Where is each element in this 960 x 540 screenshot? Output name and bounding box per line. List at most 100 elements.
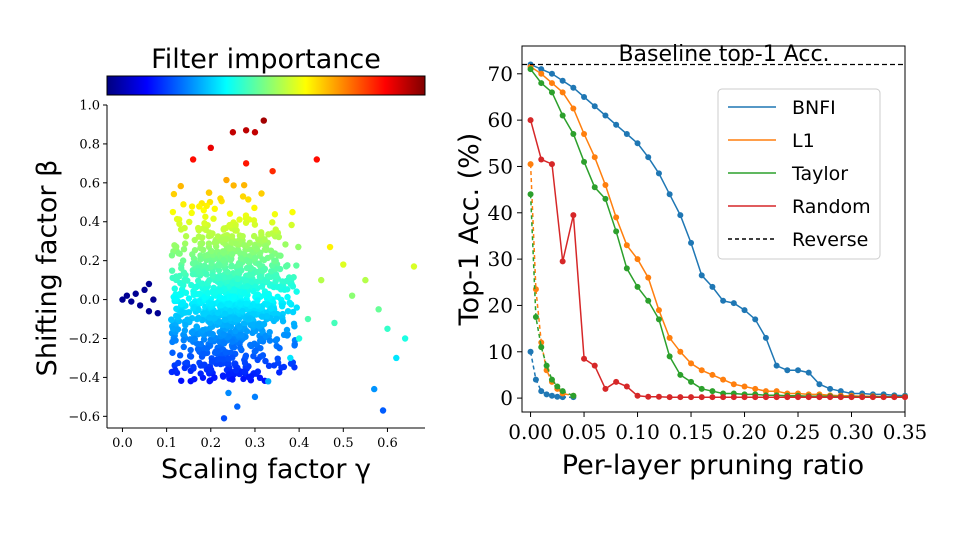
bnfi-point (602, 112, 609, 119)
bnfi-point (666, 191, 673, 198)
scatter-point (241, 359, 249, 367)
scatter-point (191, 375, 198, 383)
random-point (730, 394, 737, 401)
scatter-point (217, 195, 224, 202)
scatter-point (170, 190, 178, 198)
scatter-point (204, 251, 211, 259)
scatter-point (230, 287, 238, 294)
reverse-series-2-point (532, 314, 539, 321)
scatter-point (209, 272, 216, 279)
scatter-point (211, 205, 218, 213)
scatter-point (284, 286, 291, 293)
bnfi-point (709, 283, 716, 290)
random-point (837, 394, 844, 401)
random-point (827, 394, 834, 401)
scatter-point (244, 258, 252, 265)
scatter-point (223, 322, 231, 329)
l1-point (709, 371, 716, 378)
scatter-point (246, 239, 254, 247)
scatter-point (274, 355, 281, 362)
scatter-point (276, 369, 283, 376)
scatter-point (227, 315, 234, 322)
taylor-point (527, 66, 534, 73)
scatter-point (145, 280, 153, 288)
scatter-point (212, 348, 219, 355)
left-panel: Filter importance 0.0 0.1 0.2 0.3 0.4 0.5 0.6 … (32, 44, 426, 485)
scatter-point (274, 283, 282, 291)
scatter-point (194, 224, 202, 232)
random-point (570, 212, 577, 219)
scatter-point (229, 129, 237, 136)
scatter-point (237, 255, 245, 262)
scatter-point (182, 233, 190, 240)
scatter-point (181, 224, 188, 232)
y-tick-label: 0.4 (79, 215, 100, 230)
y-tick-label: −0.6 (68, 410, 100, 425)
scatter-point (136, 302, 144, 309)
x-tick-label: 0.2 (200, 436, 221, 451)
scatter-point (224, 268, 231, 276)
scatter-point (246, 265, 254, 273)
x-tick-label: 0.35 (883, 420, 928, 444)
random-point (634, 392, 641, 399)
scatter-point (269, 167, 276, 175)
scatter-point (241, 368, 249, 375)
y-tick-label: −0.4 (68, 371, 100, 386)
taylor-point (655, 316, 662, 323)
legend-label: L1 (792, 130, 815, 152)
scatter-point (243, 300, 250, 307)
scatter-point (221, 310, 229, 317)
legend-label: Taylor (791, 163, 848, 185)
scatter-point (234, 403, 241, 410)
l1-point (602, 181, 609, 188)
scatter-point (258, 190, 265, 197)
reverse-series-0-point (532, 376, 539, 383)
scatter-point (232, 227, 239, 234)
scatter-point (236, 323, 243, 331)
scatter-point (265, 362, 273, 370)
scatter-point (220, 249, 227, 256)
scatter-point (220, 295, 227, 302)
scatter-point (180, 337, 187, 344)
x-tick-label: 0.25 (776, 420, 821, 444)
scatter-point (211, 314, 219, 322)
scatter-point (304, 315, 312, 323)
scatter-point (278, 303, 286, 310)
scatter-point (220, 225, 228, 232)
y-tick-label: 0.6 (79, 176, 100, 191)
scatter-point (230, 293, 238, 301)
scatter-point (263, 312, 270, 320)
scatter-point (237, 301, 244, 308)
legend-items: BNFI L1 Taylor Random Reverse (728, 97, 871, 251)
scatter-point (313, 156, 320, 163)
x-ticks: 0.0 0.1 0.2 0.3 0.4 0.5 0.6 (112, 428, 398, 451)
scatter-point (220, 340, 228, 347)
scatter-point (267, 305, 275, 312)
scatter-point (242, 277, 250, 284)
bnfi-point (613, 121, 620, 128)
scatter-point (186, 218, 193, 226)
y-tick-label: 10 (488, 340, 513, 364)
scatter-point (220, 356, 227, 363)
scatter-point (176, 272, 183, 280)
x-tick-label: 0.5 (333, 436, 354, 451)
l1-point (613, 214, 620, 221)
scatter-point (229, 280, 236, 287)
scatter-point (234, 275, 241, 283)
scatter-point (141, 286, 148, 294)
scatter-point (239, 307, 246, 315)
random-point (762, 394, 769, 401)
scatter-point (282, 241, 289, 248)
scatter-point (228, 251, 236, 258)
bnfi-point (634, 140, 641, 147)
scatter-point (232, 327, 239, 335)
scatter-point (215, 275, 222, 282)
scatter-point (293, 304, 300, 311)
scatter-point (291, 323, 298, 330)
reverse-series-0-point (543, 391, 550, 398)
scatter-point (410, 263, 418, 270)
scatter-point (197, 240, 204, 247)
bnfi-point (730, 300, 737, 307)
scatter-point (207, 144, 214, 152)
scatter-point (232, 240, 240, 247)
